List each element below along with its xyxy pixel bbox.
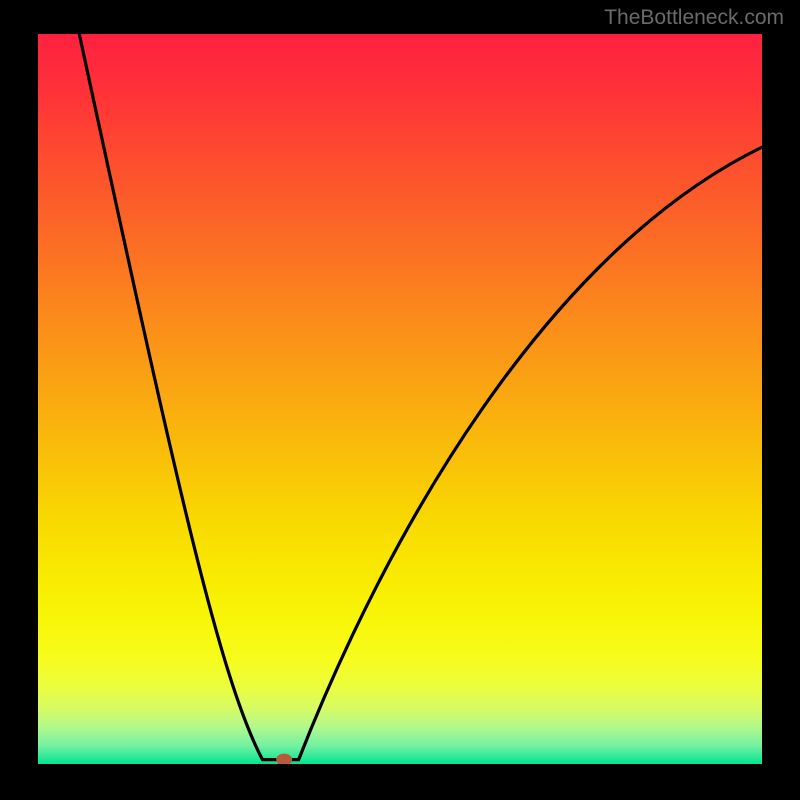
watermark-text: TheBottleneck.com <box>604 6 784 30</box>
figure-container: TheBottleneck.com <box>0 0 800 800</box>
gradient-background <box>38 34 762 764</box>
chart-svg <box>38 34 762 764</box>
plot-area <box>38 34 762 764</box>
